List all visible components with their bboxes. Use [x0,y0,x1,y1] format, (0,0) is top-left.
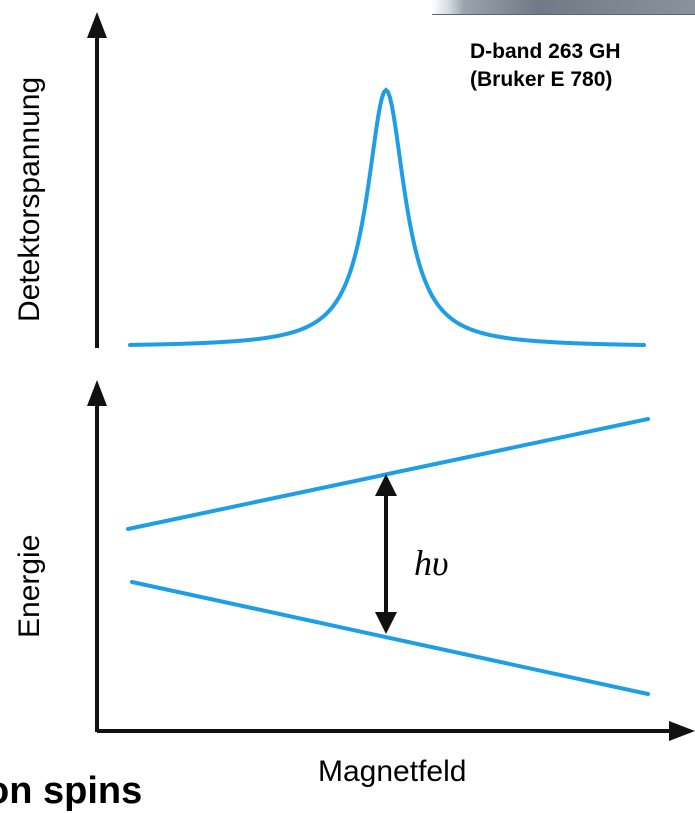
resonance-peak-curve [128,87,646,347]
photo-fragment [432,0,695,15]
x-axis-label: Magnetfeld [318,755,467,788]
photo-caption: D-band 263 GH (Bruker E 780) [470,38,621,94]
bottom-y-axis-label: Energie [13,534,46,638]
photo-caption-line2: (Bruker E 780) [470,68,613,91]
upper-energy-level-line [126,417,650,531]
photo-caption-line1: D-band 263 GH [470,40,621,63]
cutoff-text-fragment: on spins [0,770,143,812]
transition-energy-label: hυ [414,543,449,583]
transition-arrowhead-up [375,474,397,496]
bottom-y-axis-arrowhead [87,380,107,406]
x-axis-arrowhead [669,721,695,741]
lower-energy-level-line [130,580,650,696]
transition-arrowhead-down [375,612,397,634]
top-y-axis-label: Detektorspannung [13,76,46,322]
top-y-axis-arrowhead [87,12,107,38]
